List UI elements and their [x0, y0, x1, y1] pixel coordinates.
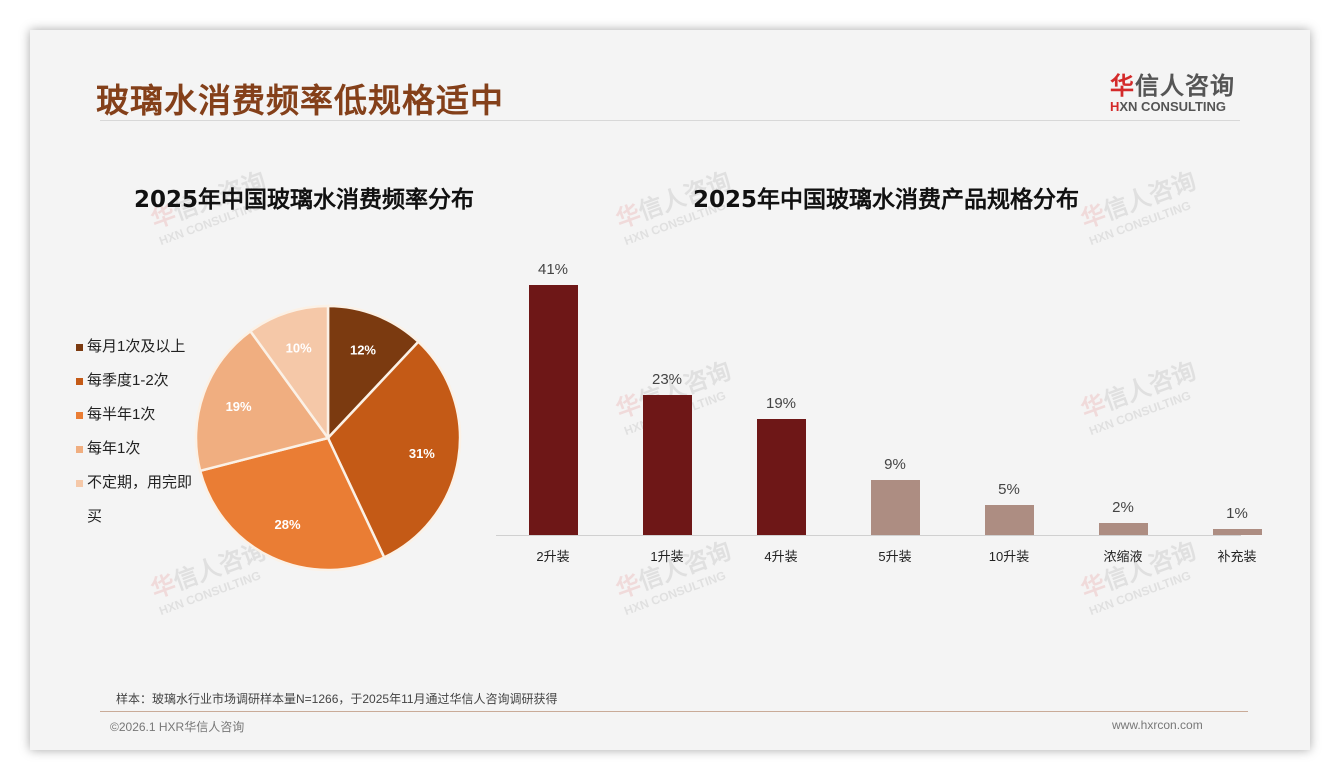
pie-slice: [326, 340, 462, 560]
sample-note: 样本：玻璃水行业市场调研样本量N=1266，于2025年11月通过华信人咨询调研…: [116, 692, 558, 706]
bar-value-label: 41%: [537, 261, 569, 278]
legend-label: 每季度1-2次: [87, 372, 169, 389]
pie-chart-title: 2025年中国玻璃水消费频率分布: [134, 187, 475, 213]
legend-item: 每年1次: [76, 432, 206, 466]
pie-slice: [194, 329, 331, 473]
bar-category-label: 10升装: [988, 549, 1030, 564]
pie-legend: 每月1次及以上 每季度1-2次 每半年1次每年1次不定期，用完即买: [76, 330, 206, 534]
pie-slice-label: 19%: [226, 399, 252, 414]
logo-cn: 华信人咨询: [1110, 72, 1235, 100]
legend-label: 每月1次及以上: [87, 338, 186, 355]
logo-en: HXN CONSULTING: [1110, 99, 1227, 114]
bar-chart-title: 2025年中国玻璃水消费产品规格分布: [693, 187, 1080, 213]
legend-swatch: [76, 446, 83, 453]
bar-category-label: 补充装: [1217, 549, 1257, 564]
footer-divider: [100, 711, 1248, 712]
pie-slice-label: 31%: [409, 446, 435, 461]
bar-category-label: 2升装: [536, 549, 570, 564]
pie-slice-label: 28%: [275, 517, 301, 532]
pie-chart: 12% 31% 28% 19% 10%: [194, 304, 462, 572]
legend-item: 不定期，用完即买: [76, 466, 206, 534]
slide: 华信人咨询 HXN CONSULTING 华信人咨询 HXN CONSULTING …: [30, 30, 1310, 750]
pie-slice: [248, 304, 330, 442]
legend-label: 不定期，用完即买: [87, 474, 193, 525]
bar-category-label: 5升装: [878, 549, 912, 564]
bar-category-label: 浓缩液: [1103, 549, 1143, 564]
bar-value-label: 1%: [1226, 504, 1248, 522]
x-axis: [496, 535, 1241, 536]
bar: [756, 419, 806, 535]
page-title: 玻璃水消费频率低规格适中: [96, 81, 504, 120]
title-divider: [100, 120, 1240, 121]
legend-swatch: [76, 378, 83, 385]
legend-swatch: [76, 480, 83, 487]
bar-value-label: 2%: [1112, 498, 1134, 516]
pie-slice: [326, 304, 421, 442]
bar: [1098, 522, 1148, 535]
pie-slice: [198, 436, 386, 572]
bar-category-label: 1升装: [650, 549, 684, 564]
website-link[interactable]: www.hxrcon.com: [1112, 718, 1203, 732]
legend-item: 每半年1次: [76, 398, 206, 432]
bar-category-label: 4升装: [764, 549, 798, 564]
legend-item: 每月1次及以上: [76, 330, 206, 364]
legend-swatch: [76, 412, 83, 419]
bar: [870, 480, 920, 535]
legend-label: 每年1次: [87, 440, 141, 457]
bar-value-label: 9%: [884, 456, 906, 474]
company-logo: 华信人咨询 HXN CONSULTING: [1110, 66, 1260, 114]
bar: [984, 504, 1034, 535]
bar-value-label: 19%: [765, 395, 797, 413]
bar-value-label: 23%: [651, 370, 683, 388]
bar-value-label: 5%: [998, 480, 1020, 498]
pie-slice-label: 12%: [350, 343, 376, 358]
pie-slice-label: 10%: [286, 341, 312, 356]
bar: [642, 394, 692, 535]
legend-label: 每半年1次: [87, 406, 156, 423]
legend-item: 每季度1-2次: [76, 364, 206, 398]
bar: [1212, 528, 1262, 535]
legend-swatch: [76, 344, 83, 351]
bar-chart: 41% 2升装 23% 1升装 19% 4升装 9% 5升装 5% 10升装 2% 浓缩液 1% 补充装: [496, 260, 1296, 580]
bar: [528, 285, 578, 535]
copyright: ©2026.1 HXR华信人咨询: [110, 720, 245, 734]
